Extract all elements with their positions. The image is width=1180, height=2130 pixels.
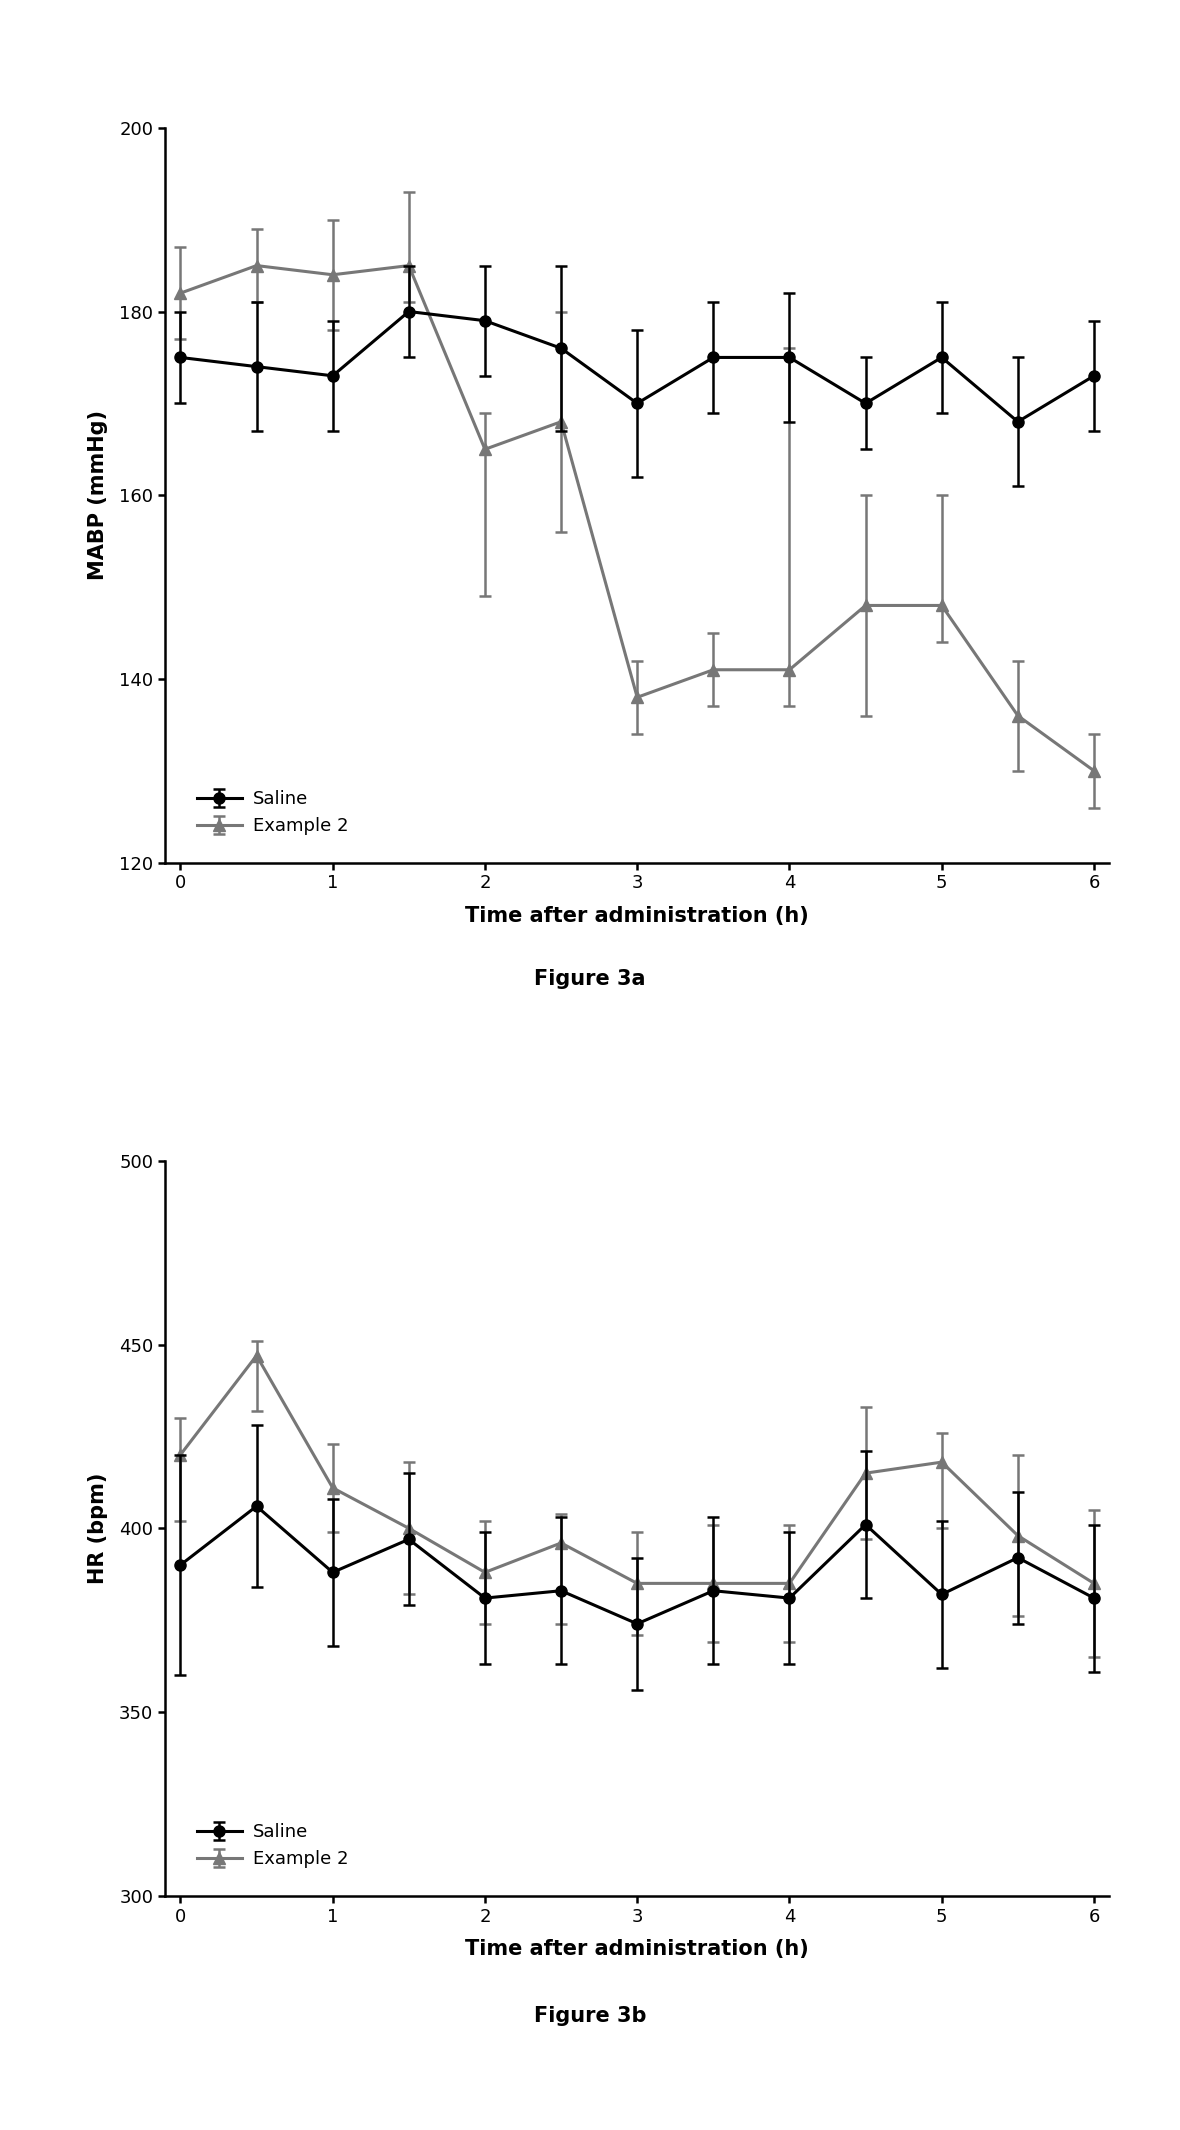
Legend: Saline, Example 2: Saline, Example 2 (194, 786, 352, 839)
Text: Figure 3a: Figure 3a (535, 969, 645, 988)
Text: Figure 3b: Figure 3b (533, 2006, 647, 2026)
Y-axis label: HR (bpm): HR (bpm) (88, 1472, 109, 1585)
Legend: Saline, Example 2: Saline, Example 2 (194, 1819, 352, 1872)
X-axis label: Time after administration (h): Time after administration (h) (465, 907, 809, 927)
X-axis label: Time after administration (h): Time after administration (h) (465, 1940, 809, 1960)
Y-axis label: MABP (mmHg): MABP (mmHg) (88, 411, 109, 579)
